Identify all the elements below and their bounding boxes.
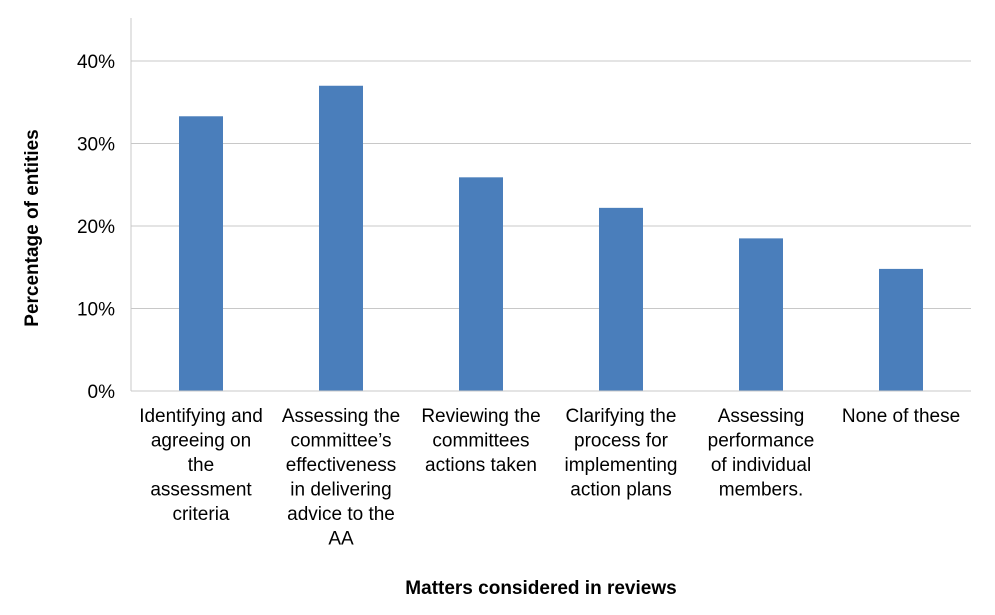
y-tick-label: 40% [77,52,115,73]
x-category-label-line: advice to the [287,504,395,525]
x-category-label: Assessing performance of individual members… [708,406,815,501]
x-category-label-line: implementing [565,455,678,476]
y-axis-title: Percentage of entities [22,129,43,326]
x-category-label-line: performance [708,431,815,452]
bar [739,238,783,391]
x-category-label-line: Clarifying the [566,406,677,427]
y-axis-ticks: 0% 10% 20% 30% 40% [77,52,115,403]
x-category-label-line: None of these [842,406,960,427]
x-category-label-line: process for [574,431,669,452]
axes [130,18,971,392]
x-category-label-line: AA [328,529,354,550]
x-category-label-line: agreeing on [151,431,251,452]
x-category-label-line: assessment [150,480,252,501]
bars [179,85,923,392]
bar [459,177,503,391]
x-category-label-line: criteria [172,504,229,525]
x-category-label-line: effectiveness [286,455,397,476]
x-category-label-line: in delivering [290,480,391,501]
x-axis-categories: Identifying and agreeing on the assessment c… [139,406,960,550]
bar [179,116,223,392]
y-tick-label: 0% [88,382,116,403]
x-category-label-line: Identifying and [139,406,263,427]
x-category-label-line: Reviewing the [421,406,540,427]
x-category-label-line: action plans [570,480,671,501]
x-axis-title: Matters considered in reviews [405,578,676,599]
x-category-label-line: of individual [711,455,811,476]
x-category-label-line: members. [719,480,803,501]
y-tick-label: 10% [77,300,115,321]
x-category-label-line: committee’s [290,431,391,452]
x-category-label: Reviewing the committees actions taken [421,406,540,476]
x-category-label-line: Assessing [718,406,805,427]
bar [599,207,643,391]
x-category-label-line: Assessing the [282,406,400,427]
x-category-label: Assessing the committee’s effectiveness in … [282,406,400,550]
x-category-label: Identifying and agreeing on the assessment c… [139,406,263,525]
y-tick-label: 20% [77,217,115,238]
bar [319,85,363,391]
bar [879,268,923,391]
x-category-label-line: committees [432,431,529,452]
x-category-label-line: actions taken [425,455,537,476]
x-category-label-line: the [188,455,214,476]
x-category-label: None of these [842,406,960,427]
y-tick-label: 30% [77,135,115,156]
gridlines [131,60,971,309]
x-category-label: Clarifying the process for implementing act… [565,406,678,501]
